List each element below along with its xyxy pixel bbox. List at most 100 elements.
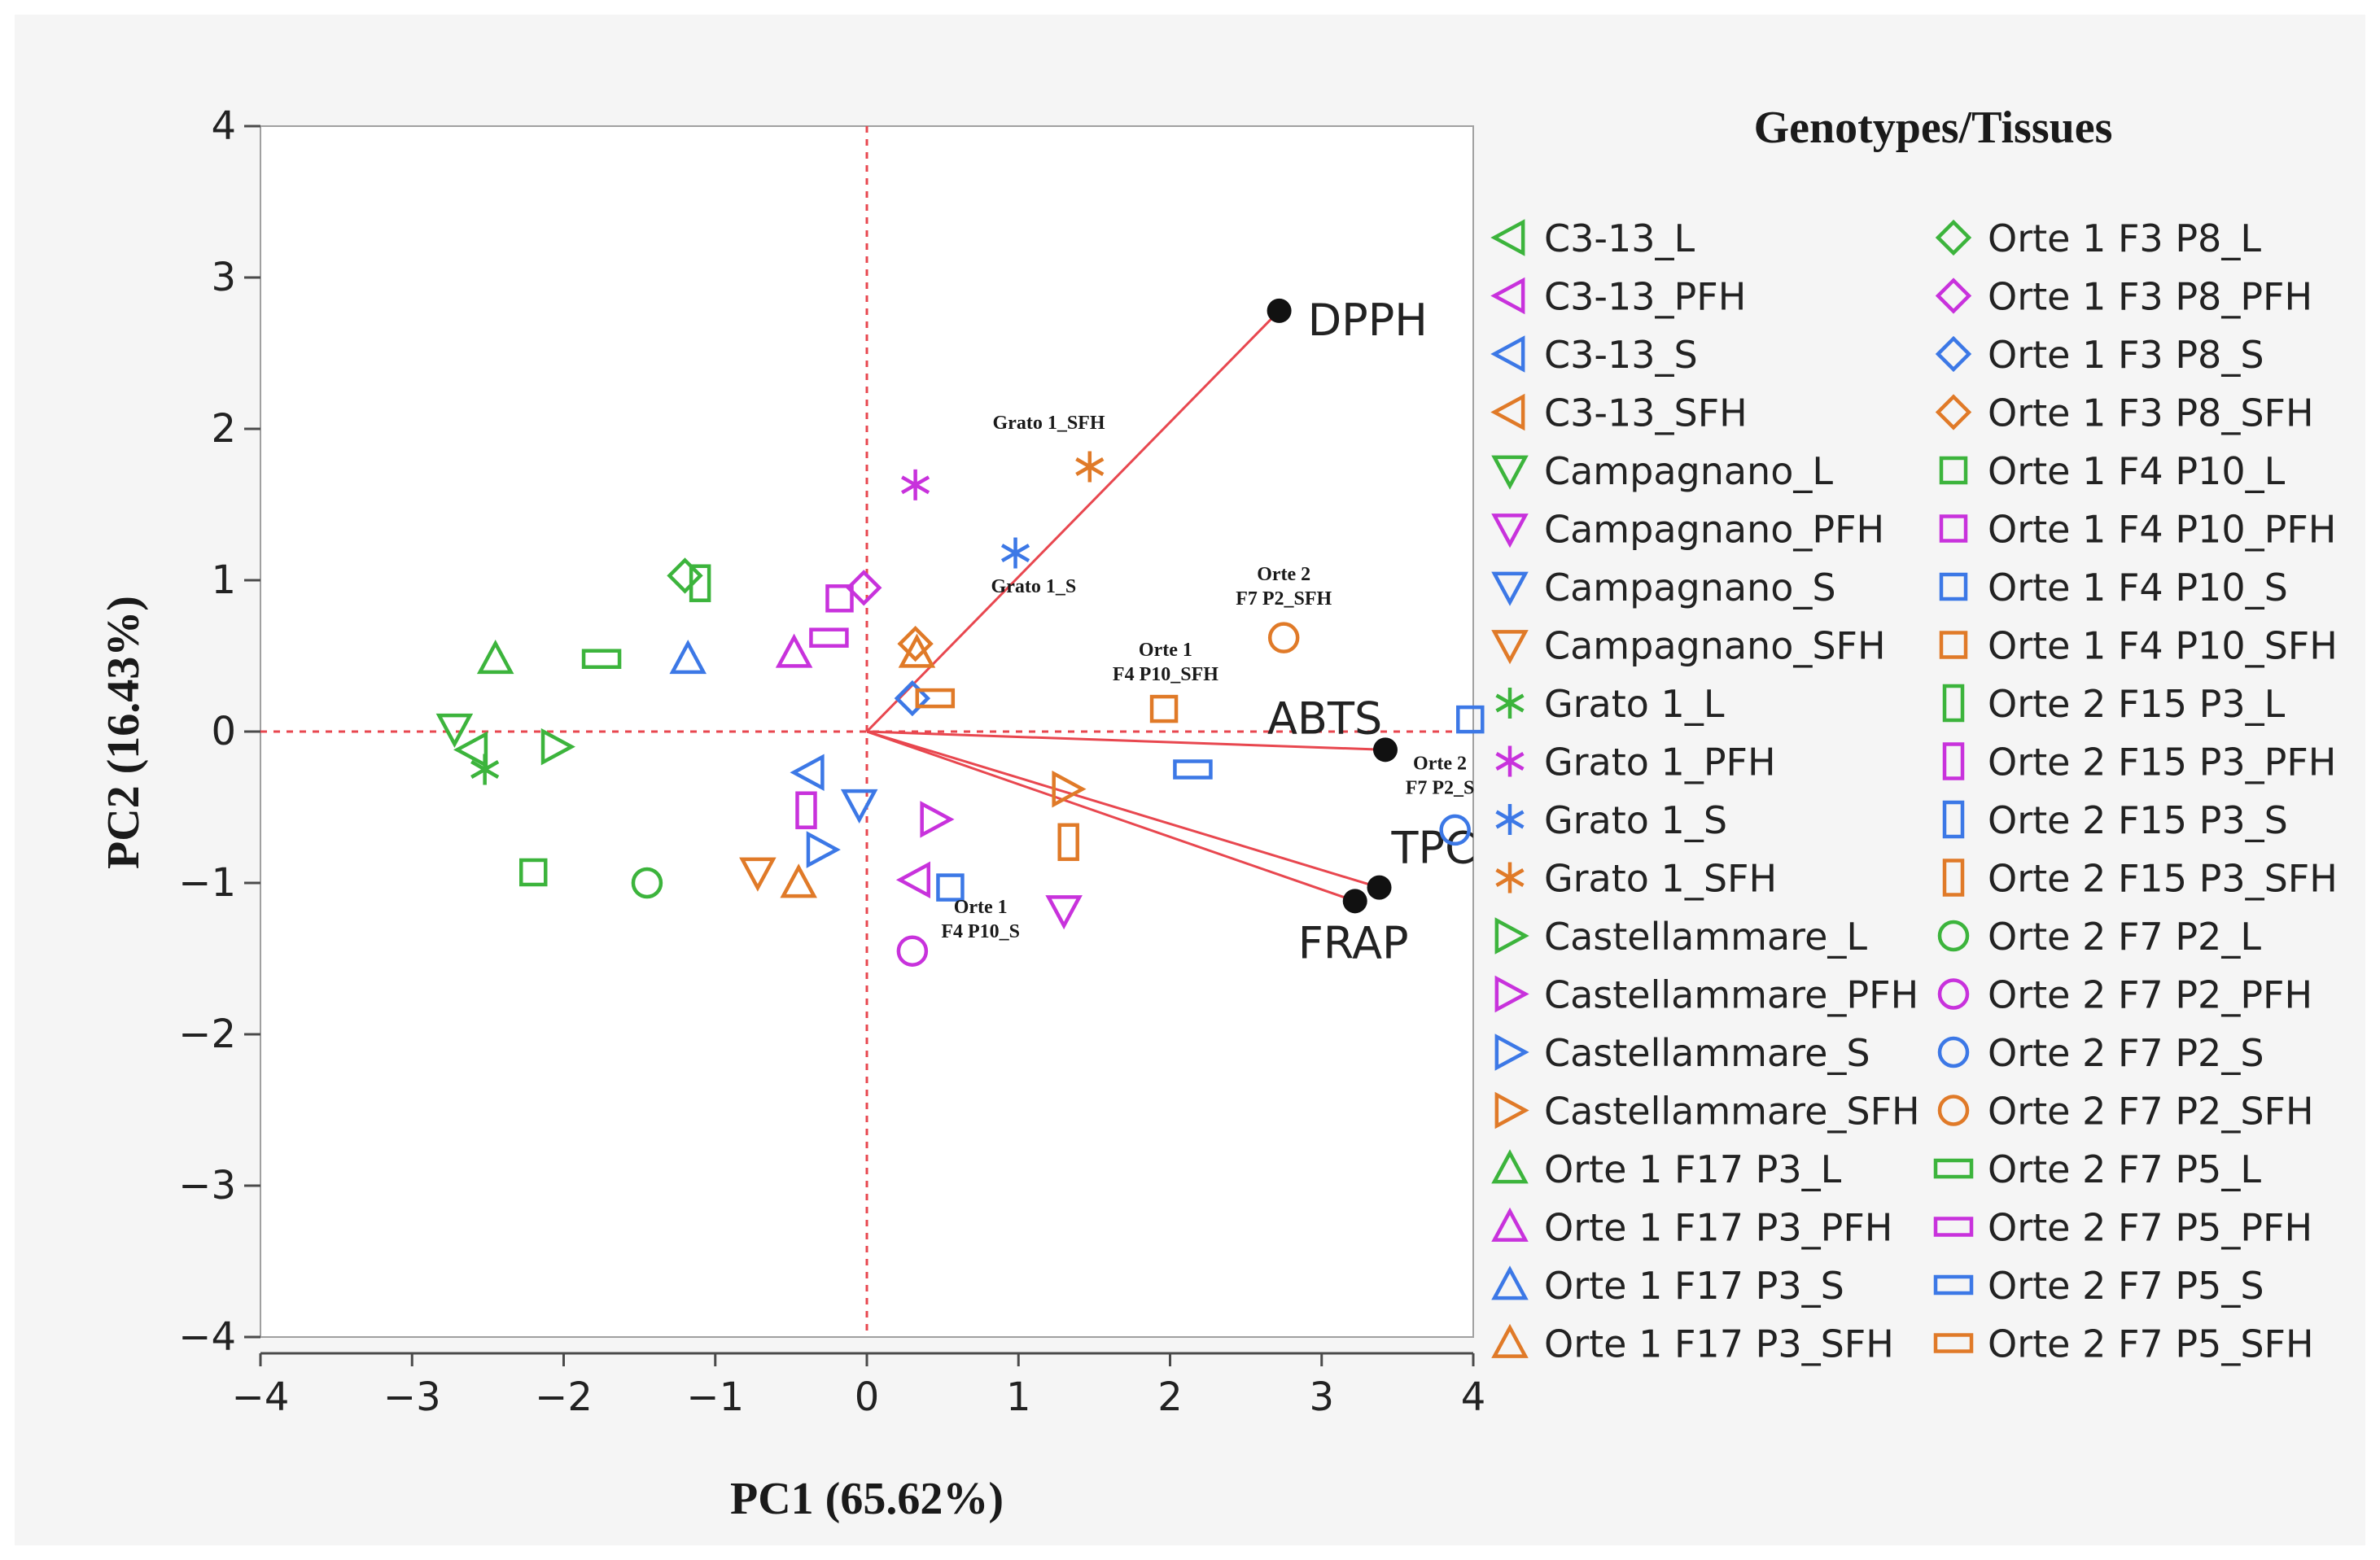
score-point: [936, 873, 965, 902]
score-point: [453, 731, 488, 769]
score-point: [1000, 537, 1030, 569]
legend-marker: [1494, 975, 1529, 1013]
legend-label: Campagnano_PFH: [1544, 508, 1884, 552]
score-point: [519, 858, 548, 887]
loading-arrow: [866, 730, 1381, 890]
x-tick-label: −1: [686, 1374, 744, 1420]
legend-label: Campagnano_S: [1544, 566, 1836, 610]
legend-label: Orte 1 F17 P3_S: [1544, 1264, 1844, 1308]
legend-marker: [1933, 1158, 1974, 1179]
legend-marker: [1495, 862, 1525, 894]
legend-marker: [1491, 1323, 1529, 1358]
loading-arrow: [866, 730, 1387, 754]
legend-label: C3-13_SFH: [1544, 391, 1748, 435]
score-point: [631, 867, 663, 899]
annotation-line: F4 P10_S: [941, 921, 1020, 942]
score-point: [1439, 814, 1471, 846]
legend-marker: [1939, 456, 1968, 485]
legend-label: Castellammare_PFH: [1544, 973, 1918, 1017]
score-point: [915, 688, 956, 709]
y-tick-label: 4: [211, 103, 236, 149]
score-point: [809, 627, 849, 648]
legend-marker: [1935, 219, 1972, 256]
loading-point: [1367, 875, 1392, 900]
point-annotation: Orte 2 F7 P2_SFH: [1236, 564, 1332, 610]
legend-marker: [1933, 1217, 1974, 1237]
legend-marker: [1490, 219, 1525, 256]
score-point: [667, 557, 703, 594]
x-tick-label: 2: [1157, 1374, 1183, 1420]
point-annotation: Orte 1 F4 P10_S: [941, 897, 1020, 942]
y-tick-label: −1: [178, 860, 236, 906]
x-tick-label: −3: [383, 1374, 441, 1420]
x-tick-label: 0: [855, 1374, 880, 1420]
score-point: [806, 831, 841, 868]
score-point: [901, 469, 930, 500]
legend-marker: [1490, 277, 1525, 315]
legend-label: Grato 1_S: [1544, 798, 1727, 842]
legend-marker: [1494, 1033, 1529, 1071]
legend-marker: [1939, 514, 1968, 543]
legend-marker: [1491, 1207, 1529, 1242]
score-point: [846, 570, 882, 606]
score-point: [825, 584, 854, 613]
annotation-line: Orte 2: [1413, 754, 1467, 775]
legend-label: Orte 2 F7 P2_L: [1988, 915, 2261, 959]
loading-label: TPC: [1391, 823, 1476, 874]
legend-label: Castellammare_SFH: [1544, 1090, 1920, 1134]
annotation-line: F7 P2_SFH: [1236, 588, 1332, 610]
legend-marker: [1494, 917, 1529, 955]
legend-label: Orte 2 F7 P2_S: [1988, 1031, 2264, 1075]
legend-label: Orte 1 F3 P8_PFH: [1988, 275, 2312, 319]
legend-label: Orte 2 F7 P5_SFH: [1988, 1322, 2314, 1366]
score-point: [1045, 895, 1083, 930]
legend-label: Orte 2 F15 P3_S: [1988, 798, 2288, 842]
legend-marker: [1491, 513, 1529, 548]
x-tick-label: 4: [1461, 1374, 1486, 1420]
legend: C3-13_L C3-13_PFH C3-13_S C3-13_SFH Campagna…: [1490, 216, 2338, 1366]
y-tick-label: 0: [211, 709, 236, 754]
y-axis-label: PC2 (16.43%): [98, 596, 149, 869]
legend-marker: [1491, 455, 1529, 490]
point-annotation: Orte 1 F4 P10_SFH: [1113, 640, 1218, 685]
loading-label: FRAP: [1298, 917, 1409, 968]
score-point: [920, 801, 955, 838]
legend-marker: [1490, 393, 1525, 431]
legend-label: Orte 2 F7 P5_L: [1988, 1147, 2261, 1191]
legend-label: Castellammare_L: [1544, 915, 1867, 959]
legend-marker: [1933, 1274, 1974, 1296]
legend-label: Orte 1 F3 P8_L: [1988, 216, 2261, 260]
score-point: [780, 863, 817, 898]
legend-marker: [1935, 335, 1972, 373]
legend-marker: [1935, 394, 1972, 430]
score-point: [896, 935, 929, 967]
legend-marker: [1937, 920, 1970, 952]
legend-marker: [1495, 688, 1525, 719]
legend-label: Orte 1 F3 P8_SFH: [1988, 391, 2314, 435]
legend-label: Orte 1 F4 P10_S: [1988, 566, 2288, 610]
annotation-line: Orte 1: [954, 897, 1008, 918]
legend-label: Campagnano_SFH: [1544, 624, 1886, 668]
point-annotation: Orte 2 F7 P2_S: [1406, 754, 1475, 799]
score-point: [540, 728, 575, 766]
legend-title: Genotypes/Tissues: [1754, 103, 2113, 153]
x-tick-label: −2: [535, 1374, 593, 1420]
x-tick-label: −4: [232, 1374, 290, 1420]
score-point: [840, 789, 878, 824]
y-tick-label: −4: [178, 1314, 236, 1360]
score-point: [795, 791, 817, 829]
legend-label: Orte 2 F7 P5_PFH: [1988, 1206, 2312, 1250]
legend-label: Grato 1_PFH: [1544, 741, 1776, 784]
legend-label: Grato 1_SFH: [1544, 857, 1777, 901]
legend-marker: [1937, 978, 1970, 1010]
legend-label: Castellammare_S: [1544, 1031, 1870, 1075]
legend-marker: [1942, 800, 1965, 839]
score-point: [898, 633, 936, 668]
annotation-line: F7 P2_S: [1406, 778, 1475, 799]
legend-label: Orte 2 F15 P3_SFH: [1988, 857, 2338, 901]
annotation-line: Orte 2: [1257, 564, 1310, 585]
y-tick-label: 2: [211, 406, 236, 452]
loading-point: [1342, 889, 1367, 914]
legend-marker: [1942, 742, 1965, 780]
